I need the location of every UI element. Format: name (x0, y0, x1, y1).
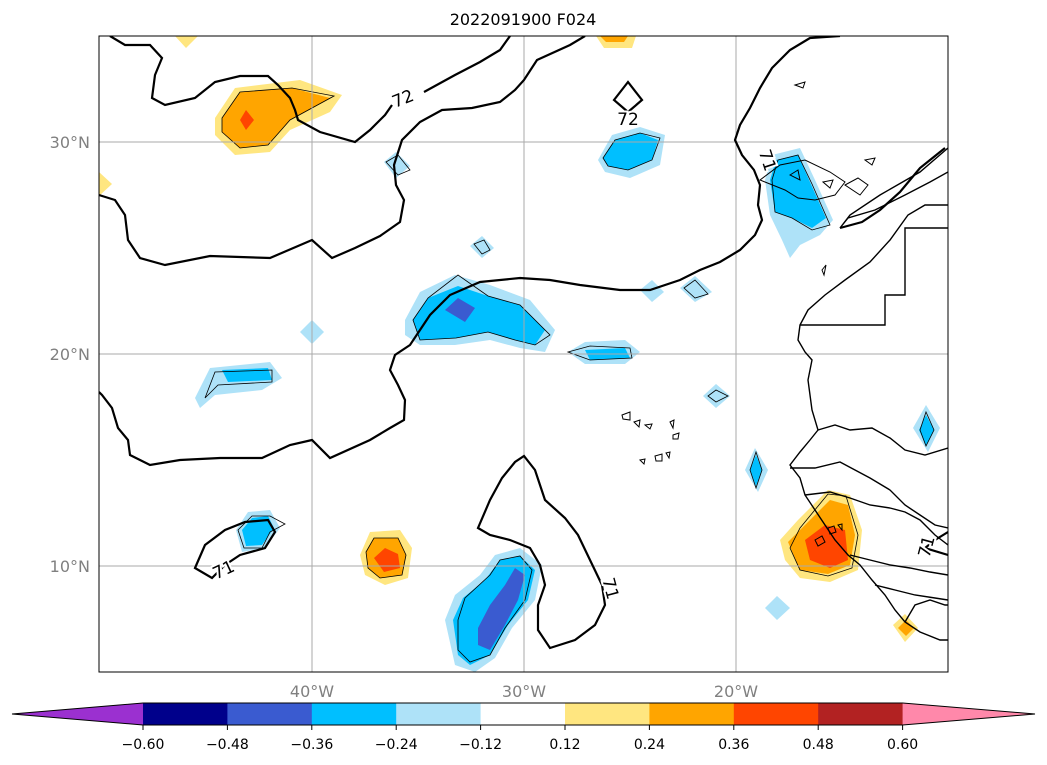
negative-anomaly-blob (413, 286, 545, 345)
contour-72 (109, 36, 393, 144)
negative-anomaly-blob (703, 384, 730, 408)
colorbar-cell (143, 703, 228, 725)
lat-label-20n: 20°N (50, 345, 90, 364)
negative-anomaly-blob (470, 236, 494, 258)
anomaly-outlines (204, 87, 935, 663)
colorbar-tick-label: −0.12 (459, 737, 502, 753)
negative-anomaly-blob (478, 568, 525, 650)
lon-label-20w: 20°W (714, 682, 758, 701)
colorbar-tick-label: 0.48 (803, 737, 834, 753)
negative-anomaly-blob (750, 455, 762, 486)
contour-71-loop (193, 518, 277, 580)
colorbar-tick-label: 0.24 (634, 737, 665, 753)
positive-anomaly-blob (600, 36, 628, 42)
colorbar-extend-high (902, 703, 1035, 725)
contour-71-main (99, 36, 841, 467)
negative-anomaly-blob (770, 155, 826, 228)
positive-anomaly-blob (222, 88, 330, 148)
lat-label-30n: 30°N (50, 133, 90, 152)
contour-71-loop (476, 454, 607, 650)
positive-anomaly-blob (175, 36, 198, 48)
colorbar-tick-label: −0.48 (206, 737, 249, 753)
negative-anomaly-blob (445, 298, 475, 322)
lat-label-10n: 10°N (50, 557, 90, 576)
positive-anomaly-blob (898, 620, 914, 636)
map-panel: 72 72 71 71 71 71 (98, 35, 949, 673)
colorbar-cell (565, 703, 650, 725)
colorbar-tick-label: 0.36 (718, 737, 749, 753)
contour-lines (99, 36, 948, 650)
contour-72-small (612, 80, 644, 114)
colorbar-cell (649, 703, 735, 725)
colorbar-cell (733, 703, 819, 725)
contour-71 (839, 147, 946, 230)
colorbar-tick-label: −0.36 (290, 737, 333, 753)
anomaly-shading (99, 36, 940, 672)
lon-label-40w: 40°W (290, 682, 334, 701)
coastlines (621, 81, 948, 641)
contour-71 (99, 36, 586, 267)
negative-anomaly-blob (384, 152, 410, 178)
colorbar-cell (311, 703, 397, 725)
positive-anomaly-blob (240, 110, 254, 130)
positive-anomaly-blob (99, 172, 112, 196)
negative-anomaly-blob (640, 280, 664, 302)
colorbar-tick-label: −0.24 (375, 737, 418, 753)
contour-71 (922, 531, 948, 557)
colorbar-cell (227, 703, 313, 725)
colorbar: −0.60 −0.48 −0.36 −0.24 −0.12 0.12 0.24 0.36 0.4… (11, 702, 1036, 753)
contour-72 (423, 36, 511, 93)
positive-anomaly-blob (805, 525, 848, 568)
latitude-axis: 30°N 20°N 10°N (50, 133, 90, 576)
longitude-axis: 40°W 30°W 20°W (290, 682, 758, 701)
lon-label-30w: 30°W (502, 682, 546, 701)
colorbar-tick-label: 0.12 (549, 737, 580, 753)
colorbar-extend-low (12, 703, 143, 725)
negative-anomaly-blob (765, 596, 790, 620)
colorbar-cell (818, 703, 904, 725)
colorbar-tick-label: −0.60 (122, 737, 165, 753)
negative-anomaly-blob (242, 516, 274, 546)
colorbar-cell (396, 703, 482, 725)
map-frame (98, 35, 949, 673)
colorbar-cell (480, 703, 566, 725)
contour-label: 72 (617, 110, 639, 130)
colorbar-tick-label: 0.60 (887, 737, 918, 753)
map-title: 2022091900 F024 (450, 10, 597, 29)
